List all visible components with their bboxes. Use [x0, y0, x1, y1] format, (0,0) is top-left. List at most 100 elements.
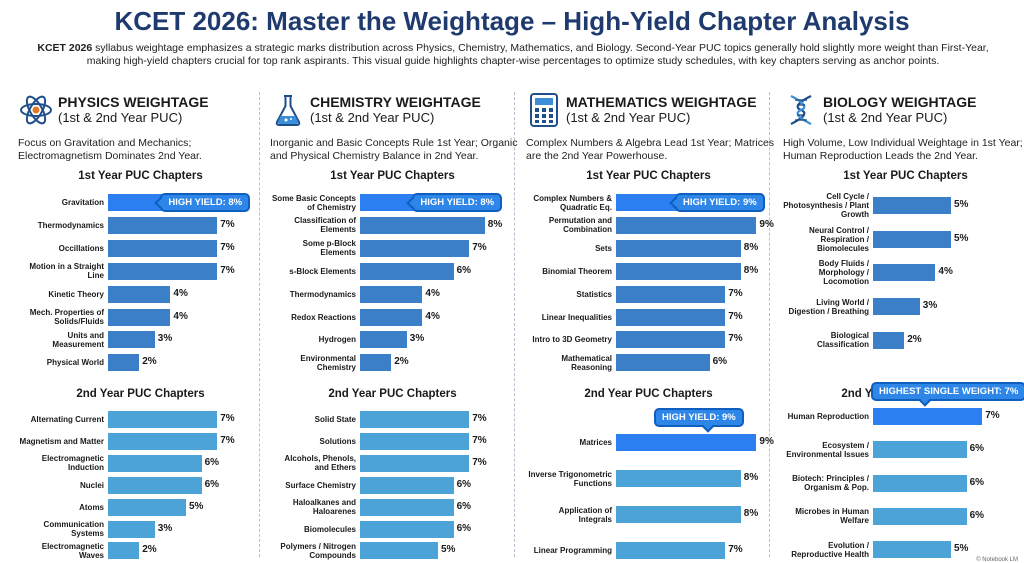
- bar: [108, 331, 155, 349]
- bar-label: Thermodynamics: [289, 289, 356, 299]
- bar-value: 9%: [759, 436, 774, 447]
- mathematics-description: Complex Numbers & Algebra Lead 1st Year;…: [526, 137, 775, 162]
- bar-label: Solutions: [319, 436, 356, 446]
- section-title: 1st Year PUC Chapters: [78, 170, 203, 182]
- bar-value: 7%: [220, 241, 235, 253]
- bar-label: Some p-Block Elements: [302, 239, 356, 258]
- chemistry-panel: CHEMISTRY WEIGHTAGE (1st & 2nd Year PUC) I…: [270, 0, 517, 563]
- bar: [616, 354, 710, 372]
- bar-value: 6%: [204, 478, 220, 490]
- bar-value: 4%: [938, 266, 953, 278]
- bar: [360, 411, 470, 428]
- chemistry-description: Inorganic and Basic Concepts Rule 1st Ye…: [270, 137, 518, 162]
- page-title: KCET 2026: Master the Weightage – High-Y…: [114, 6, 910, 36]
- chemistry-subtitle: (1st & 2nd Year PUC): [310, 110, 435, 125]
- bar-label: Polymers / Nitrogen Compounds: [280, 541, 356, 560]
- bar-value: 6%: [712, 356, 728, 368]
- bar-label: Linear Programming: [533, 546, 612, 555]
- bar-label: Gravitation: [61, 198, 104, 207]
- bar-value: 2%: [907, 333, 922, 345]
- high-yield-badge: HIGHEST SINGLE WEIGHT: 7%: [871, 382, 1024, 407]
- bar: [616, 239, 741, 257]
- physics-heading: PHYSICS WEIGHTAGE: [58, 94, 209, 110]
- page-intro: KCET 2026 syllabus weightage emphasizes …: [28, 42, 998, 68]
- bar-label: Thermodynamics: [37, 220, 104, 230]
- bar: [360, 216, 485, 234]
- bar: [108, 354, 140, 372]
- bar-label: Hydrogen: [318, 335, 356, 345]
- footnote: © Notebook LM: [976, 557, 1018, 563]
- bar-label: Ecosystem / Environmental Issues: [786, 440, 869, 459]
- bar-label: Mech. Properties of Solids/Fluids: [29, 308, 104, 326]
- bar-value: 8%: [743, 264, 759, 276]
- bar: [616, 434, 757, 451]
- bar: [873, 474, 967, 492]
- section-title: 2nd Year PUC Chapters: [328, 388, 457, 400]
- bar-label: Surface Chemistry: [285, 480, 356, 490]
- bar-label: Biotech: Principles / Organism & Pop.: [792, 474, 869, 493]
- bar: [108, 239, 218, 257]
- bar-value: 4%: [173, 310, 188, 322]
- bar: [616, 331, 726, 349]
- bar-label: Alcohols, Phenols, and Ethers: [284, 454, 356, 473]
- mathematics-heading: MATHEMATICS WEIGHTAGE: [566, 94, 757, 110]
- bar: [108, 454, 202, 472]
- bar: [360, 354, 392, 372]
- high-yield-badge: HIGH YIELD: 8%: [406, 193, 503, 212]
- bar-label: Microbes in Human Welfare: [795, 507, 869, 526]
- bar-value: 3%: [157, 522, 173, 534]
- bar-label: Electromagnetic Induction: [41, 454, 104, 473]
- bar-value: 6%: [969, 476, 985, 488]
- bar: [108, 498, 186, 516]
- bar-label: Alternating Current: [30, 415, 104, 424]
- bar: [108, 216, 218, 234]
- bar: [873, 197, 951, 214]
- bar-label: Cell Cycle / Photosynthesis / Plant Grow…: [783, 192, 869, 219]
- physics-description: Focus on Gravitation and Mechanics; Elec…: [18, 137, 202, 162]
- calculator-icon: [526, 92, 562, 128]
- bar: [360, 498, 454, 516]
- physics-subtitle: (1st & 2nd Year PUC): [58, 110, 183, 125]
- section-title: 2nd Year PUC Chapters: [584, 388, 713, 400]
- bar-value: 8%: [743, 508, 759, 519]
- biology-subtitle: (1st & 2nd Year PUC): [823, 110, 948, 125]
- bar-label: Complex Numbers & Quadratic Eq.: [533, 193, 612, 212]
- intro-bold: KCET 2026: [37, 42, 93, 54]
- chemistry-heading: CHEMISTRY WEIGHTAGE: [310, 94, 481, 110]
- bar-label: Solid State: [314, 415, 356, 424]
- bar-value: 5%: [954, 232, 969, 244]
- bar-value: 3%: [157, 333, 173, 345]
- bar-value: 6%: [204, 456, 220, 468]
- bar-label: Redox Reactions: [291, 312, 356, 322]
- high-yield-badge: HIGH YIELD: 8%: [154, 193, 251, 212]
- bar: [873, 298, 920, 316]
- high-yield-badge: HIGH YIELD: 9%: [654, 408, 744, 433]
- bar-value: 7%: [472, 434, 487, 446]
- bar-value: 7%: [220, 218, 235, 230]
- bar-label: Biomolecules: [303, 524, 356, 534]
- bar-label: Statistics: [576, 289, 612, 299]
- bar-value: 4%: [173, 287, 188, 299]
- bar: [360, 476, 454, 494]
- bar-value: 7%: [728, 333, 743, 345]
- bar-label: Some Basic Concepts of Chemistry: [271, 193, 356, 212]
- bar: [873, 264, 936, 282]
- bar-value: 7%: [220, 434, 235, 446]
- bar: [873, 331, 905, 349]
- column-divider: [769, 92, 770, 557]
- biology-description: High Volume, Low Individual Weightage in…: [783, 137, 1023, 162]
- bar: [616, 308, 726, 326]
- bar-value: 5%: [954, 543, 969, 555]
- bar-value: 9%: [759, 218, 774, 230]
- bar-label: Atoms: [79, 502, 104, 512]
- bar-label: Environmental Chemistry: [300, 353, 356, 372]
- bar-label: Inverse Trigonometric Functions: [528, 469, 612, 488]
- section-title: 1st Year PUC Chapters: [330, 170, 455, 182]
- bar-label: Motion in a Straight Line: [29, 262, 104, 281]
- bar-value: 5%: [441, 544, 456, 556]
- bar-label: Living World / Digestion / Breathing: [788, 297, 869, 316]
- bar-value: 3%: [409, 333, 425, 345]
- bar-label: Human Reproduction: [787, 412, 869, 421]
- bar-label: Biological Classification: [816, 331, 869, 350]
- bar-value: 8%: [743, 241, 759, 253]
